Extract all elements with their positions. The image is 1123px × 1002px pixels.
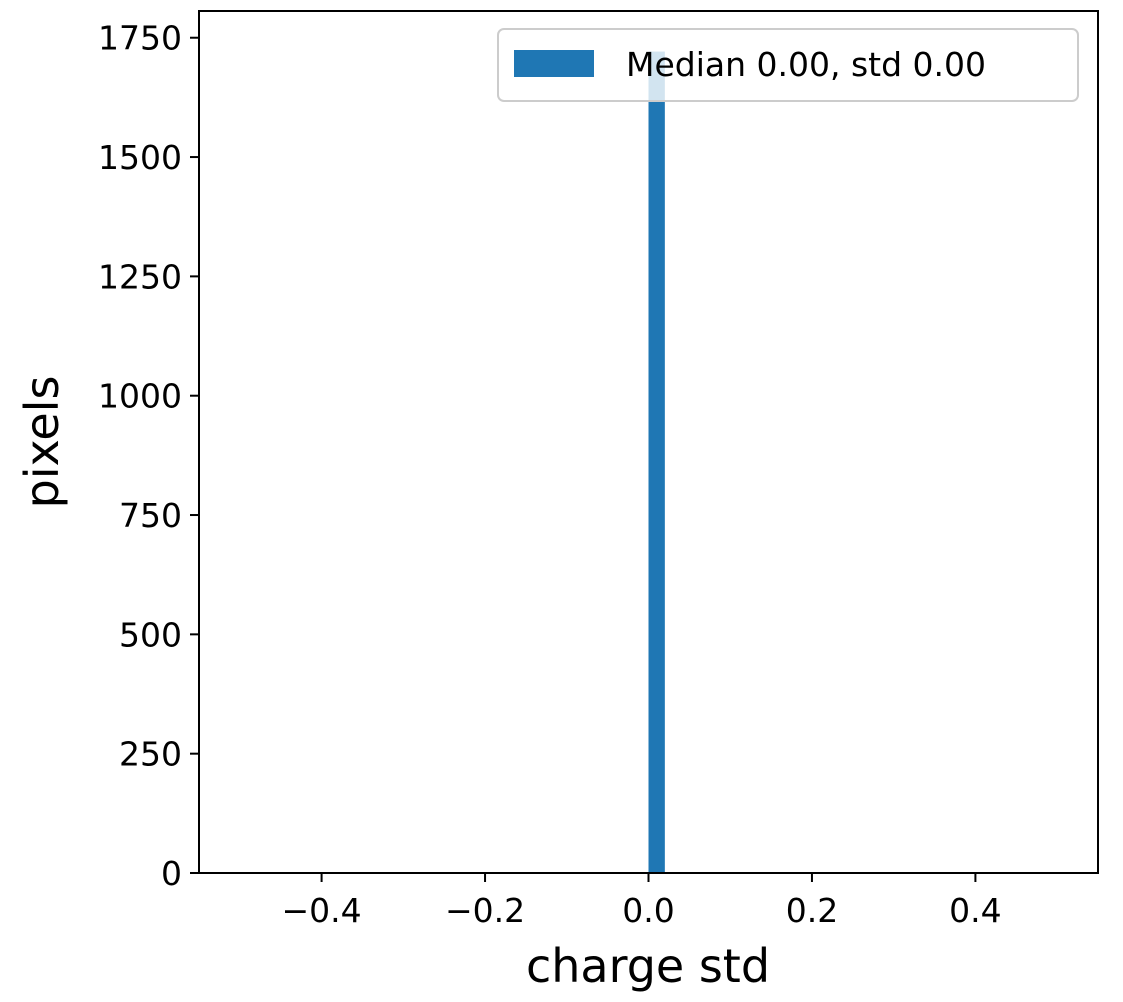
y-axis-title: pixels <box>15 376 69 509</box>
x-tick-label: 0.4 <box>949 891 1001 930</box>
y-tick-label: 1500 <box>98 138 182 177</box>
x-tick-label: −0.4 <box>282 891 362 930</box>
y-tick-label: 0 <box>161 854 182 893</box>
x-tick-label: 0.0 <box>622 891 674 930</box>
histogram-bar <box>648 51 665 874</box>
y-tick-label: 1750 <box>98 19 182 58</box>
y-axis-ticks: 0 250 500 750 1000 1250 1500 1750 <box>98 19 199 893</box>
y-tick-label: 1000 <box>98 377 182 416</box>
y-tick-label: 500 <box>119 615 182 654</box>
x-tick-label: −0.2 <box>445 891 525 930</box>
legend-swatch <box>514 50 594 77</box>
x-axis-title: charge std <box>526 939 770 993</box>
legend-label: Median 0.00, std 0.00 <box>626 45 986 84</box>
y-tick-label: 750 <box>119 496 182 535</box>
legend-box <box>497 28 1079 102</box>
x-axis-ticks: −0.4 −0.2 0.0 0.2 0.4 <box>282 873 1002 930</box>
histogram-bars <box>648 51 665 874</box>
x-tick-label: 0.2 <box>786 891 838 930</box>
y-tick-label: 1250 <box>98 257 182 296</box>
y-tick-label: 250 <box>119 735 182 774</box>
legend: Median 0.00, std 0.00 <box>497 28 1079 102</box>
